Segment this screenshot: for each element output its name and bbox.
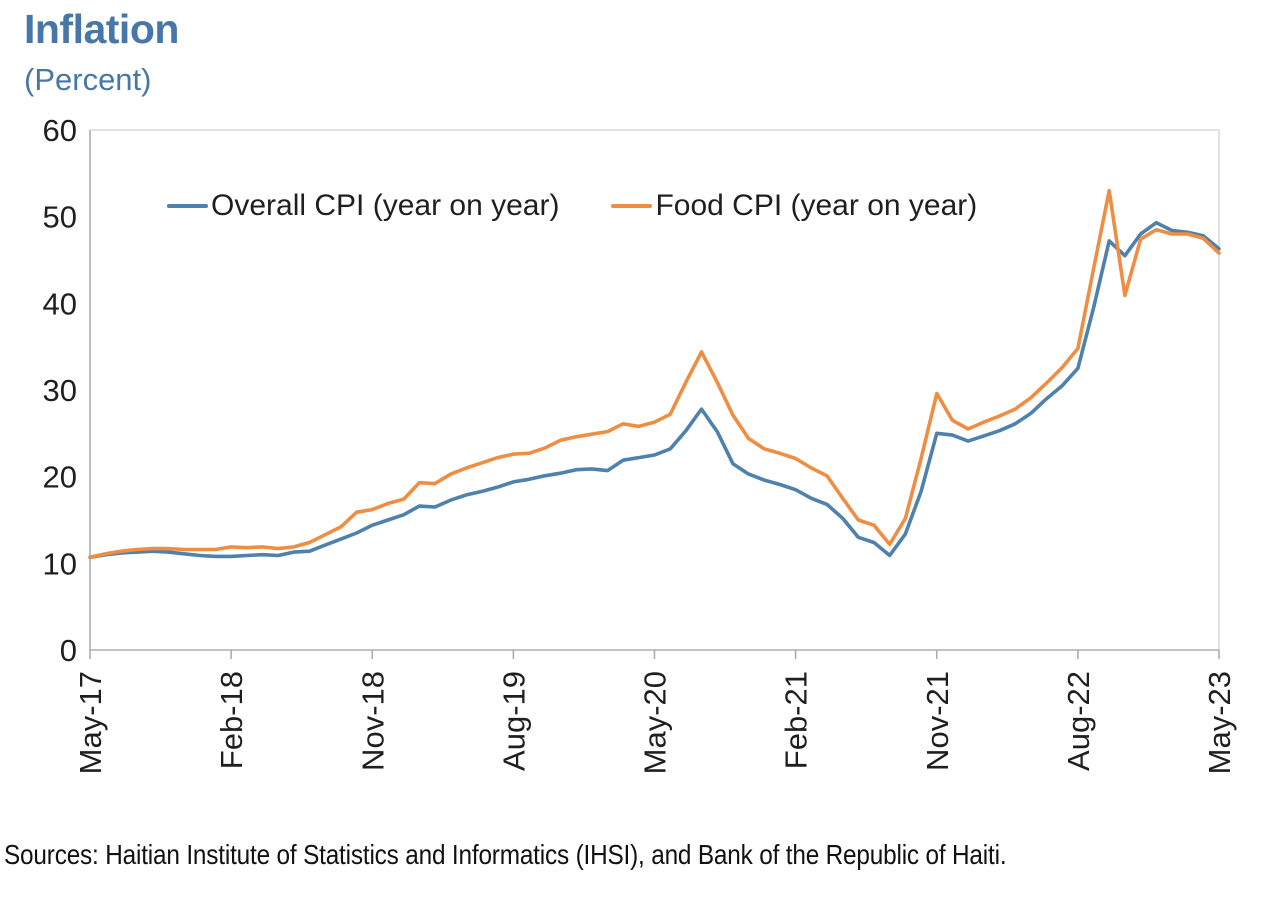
food-cpi-legend-swatch: [611, 204, 653, 208]
x-axis-label: Aug-22: [1061, 671, 1096, 771]
overall-cpi-legend-swatch: [167, 204, 208, 208]
x-axis-label: May-20: [638, 671, 673, 774]
y-axis-label: 50: [43, 200, 77, 235]
x-axis-label: Feb-18: [214, 671, 249, 769]
chart-subtitle: (Percent): [24, 62, 152, 97]
y-axis-label: 20: [43, 460, 77, 495]
legend-item-overall-cpi: Overall CPI (year on year): [167, 189, 559, 223]
y-axis-label: 0: [60, 633, 77, 668]
x-axis-label: May-17: [73, 671, 108, 774]
food-cpi-line: [88, 188, 1221, 560]
x-axis-label: Aug-19: [496, 671, 531, 771]
overall-cpi-line: [88, 220, 1221, 560]
y-axis-label: 10: [43, 546, 77, 581]
y-axis-label: 30: [43, 373, 77, 408]
chart-legend: Overall CPI (year on year) Food CPI (year…: [167, 189, 977, 223]
x-axis-label: Nov-18: [355, 671, 390, 771]
legend-label: Food CPI (year on year): [655, 189, 978, 222]
x-axis-label: Feb-21: [779, 671, 814, 769]
legend-label: Overall CPI (year on year): [211, 189, 560, 222]
x-axis-label: Nov-21: [920, 671, 955, 771]
y-axis-label: 60: [43, 113, 77, 148]
chart-title: Inflation: [24, 6, 179, 52]
x-axis-label: May-23: [1202, 671, 1237, 774]
legend-item-food-cpi: Food CPI (year on year): [611, 189, 977, 223]
plot-border: [90, 129, 1220, 650]
y-axis-label: 40: [43, 286, 77, 321]
source-note: Sources: Haitian Institute of Statistics…: [4, 839, 1007, 870]
